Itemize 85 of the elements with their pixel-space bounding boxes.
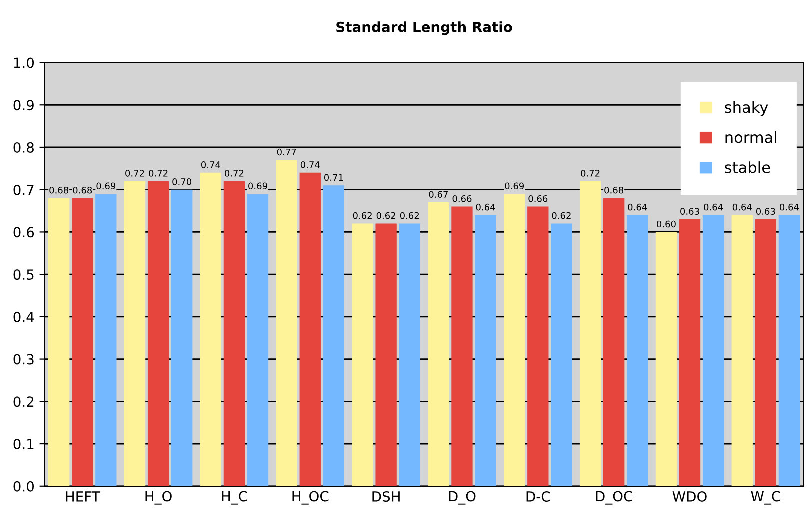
x-tick-label: HEFT — [66, 492, 100, 502]
data-label: 0.66 — [528, 195, 548, 202]
x-tick-label: DSH — [372, 491, 400, 502]
bar — [475, 215, 496, 486]
data-label: 0.60 — [657, 220, 676, 228]
x-tick-label: H_O — [146, 491, 172, 505]
bar — [171, 190, 193, 486]
y-tick-label: 0.9 — [14, 100, 34, 111]
data-label: 0.74 — [201, 162, 220, 168]
chart-title: Standard Length Ratio — [336, 22, 512, 36]
bar — [300, 172, 321, 486]
bar — [580, 181, 602, 486]
data-label: 0.64 — [704, 204, 724, 211]
data-label: 0.68 — [73, 186, 92, 194]
x-tick-label: H_OC — [292, 491, 329, 505]
bar — [732, 215, 753, 486]
data-label: 0.68 — [604, 186, 624, 194]
bar — [96, 194, 117, 486]
data-label: 0.62 — [353, 212, 372, 220]
data-label: 0.63 — [756, 208, 776, 215]
bar — [124, 181, 146, 486]
x-tick-label: W_C — [751, 491, 780, 505]
data-label: 0.72 — [225, 170, 244, 177]
bar — [627, 215, 648, 486]
bar — [428, 202, 450, 486]
bar — [148, 181, 170, 486]
bar — [48, 198, 70, 486]
x-tick-label: D_OC — [596, 491, 632, 505]
bar — [376, 224, 397, 486]
data-label: 0.64 — [780, 204, 799, 211]
bar — [528, 206, 549, 486]
data-label: 0.64 — [732, 204, 752, 211]
data-label: 0.63 — [680, 208, 700, 215]
data-label: 0.72 — [581, 170, 600, 177]
bar — [778, 215, 800, 486]
data-label: 0.74 — [300, 162, 320, 168]
data-label: 0.62 — [376, 212, 396, 220]
x-tick-label: D_O — [449, 491, 476, 505]
data-label: 0.71 — [324, 174, 344, 182]
y-tick-label: 0.1 — [14, 438, 34, 450]
data-label: 0.62 — [552, 212, 571, 220]
y-tick-label: 0.6 — [14, 227, 34, 238]
data-label: 0.69 — [505, 182, 524, 190]
bar — [200, 172, 222, 486]
data-label: 0.64 — [476, 204, 496, 211]
y-tick-label: 0.0 — [14, 481, 34, 492]
bar — [504, 194, 526, 486]
bar — [452, 206, 473, 486]
y-tick-label: 0.2 — [14, 396, 34, 408]
x-tick-label: WDO — [672, 491, 707, 502]
bar — [656, 232, 678, 486]
legend-label: shaky — [725, 101, 768, 116]
data-label: 0.69 — [96, 182, 116, 190]
data-label: 0.64 — [628, 204, 648, 211]
bar — [72, 198, 94, 486]
data-label: 0.72 — [149, 170, 168, 177]
data-label: 0.70 — [172, 178, 192, 186]
bar — [224, 181, 246, 486]
bar — [679, 220, 701, 486]
x-tick-label: H_C — [222, 491, 248, 505]
legend-label: normal — [726, 132, 776, 144]
y-tick-label: 0.8 — [14, 142, 34, 153]
y-tick-label: 0.7 — [14, 184, 34, 196]
bar — [702, 215, 724, 486]
data-label: 0.66 — [452, 195, 472, 202]
data-label: 0.69 — [248, 182, 268, 190]
data-label: 0.68 — [50, 186, 69, 194]
y-tick-label: 0.4 — [14, 312, 34, 322]
bar — [755, 220, 777, 486]
data-label: 0.72 — [126, 170, 144, 177]
bar — [603, 198, 625, 486]
bar — [399, 224, 420, 486]
data-label: 0.77 — [277, 148, 296, 156]
y-tick-label: 0.3 — [14, 354, 34, 365]
y-tick-label: 1.0 — [14, 58, 34, 68]
bar — [551, 224, 572, 486]
bar — [247, 194, 269, 486]
bar — [323, 186, 345, 486]
bar — [276, 160, 298, 486]
y-tick-label: 0.5 — [14, 270, 34, 280]
bar — [352, 224, 374, 486]
data-label: 0.62 — [400, 212, 419, 220]
legend-label: stable — [725, 162, 770, 174]
data-label: 0.67 — [429, 191, 448, 198]
x-tick-label: D-C — [526, 491, 550, 502]
